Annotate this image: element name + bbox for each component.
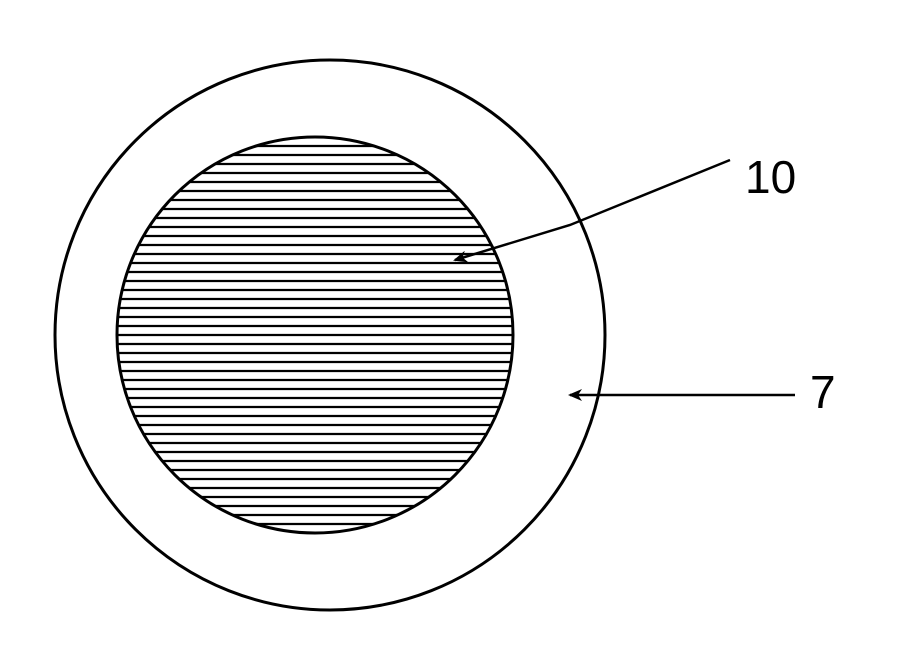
- diagram-stage: 10 7: [0, 0, 907, 668]
- diagram-svg: [0, 0, 907, 668]
- callout-label-7: 7: [810, 365, 836, 419]
- callout-label-10: 10: [745, 150, 796, 204]
